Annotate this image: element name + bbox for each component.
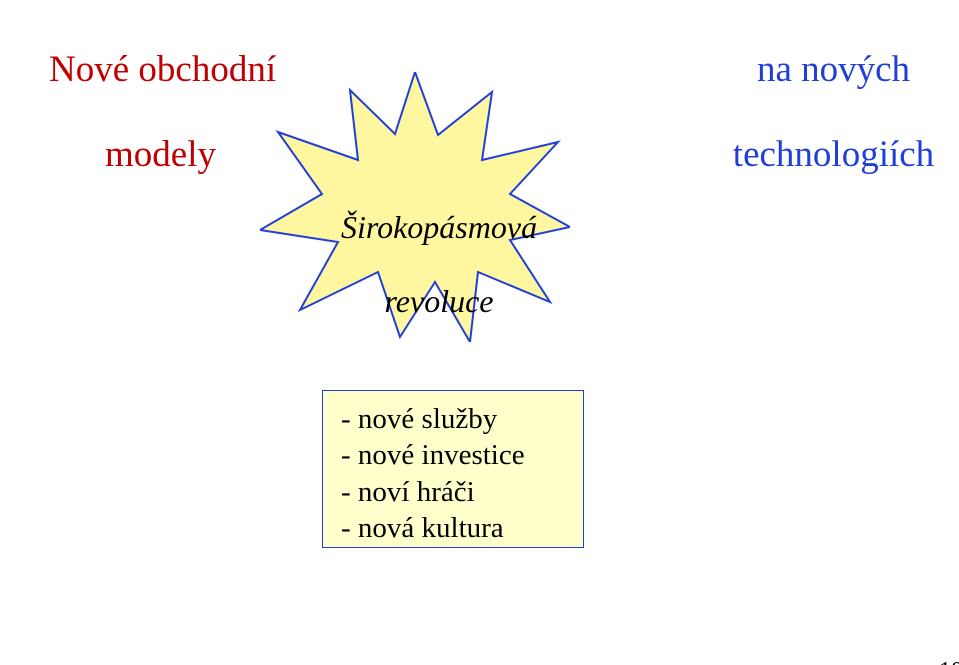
- right-title-line1: na nových: [757, 49, 910, 90]
- slide-stage: Nové obchodní modely na nových technolog…: [0, 0, 959, 665]
- outcomes-item-3: - noví hráči: [341, 474, 565, 510]
- right-title-line2: technologiích: [733, 134, 934, 175]
- outcomes-box: - nové služby - nové investice - noví hr…: [322, 390, 584, 548]
- starburst-label: Širokopásmová revoluce: [260, 172, 570, 357]
- starburst-shape: Širokopásmová revoluce: [260, 72, 570, 342]
- starburst-label-line2: revoluce: [385, 283, 494, 319]
- right-title: na nových technologiích: [680, 6, 950, 219]
- page-number: 10: [915, 630, 959, 665]
- left-title: Nové obchodní modely: [12, 6, 272, 219]
- left-title-line1: Nové obchodní: [49, 49, 276, 90]
- outcomes-item-1: - nové služby: [341, 401, 565, 437]
- page-number-text: 10: [939, 658, 959, 665]
- outcomes-item-2: - nové investice: [341, 437, 565, 473]
- left-title-line2: modely: [105, 134, 216, 175]
- starburst-label-line1: Širokopásmová: [341, 209, 537, 245]
- outcomes-item-4: - nová kultura: [341, 510, 565, 546]
